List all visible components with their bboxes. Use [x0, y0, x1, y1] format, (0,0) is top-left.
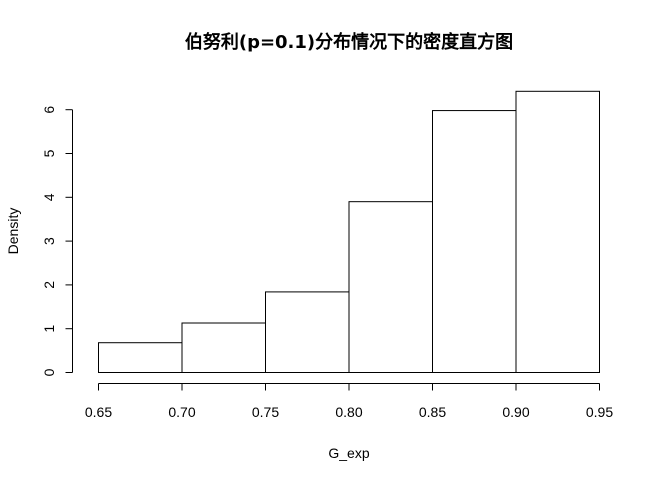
histogram-bar [98, 342, 183, 374]
x-tick-label: 0.90 [502, 404, 529, 420]
y-axis-label: Density [5, 208, 21, 255]
x-tick-label: 0.70 [168, 404, 195, 420]
histogram-bar [265, 291, 350, 373]
y-tick-label: 6 [41, 106, 57, 114]
x-tick-label: 0.80 [335, 404, 362, 420]
y-tick-label: 0 [41, 368, 57, 376]
x-tick-label: 0.75 [252, 404, 279, 420]
x-tick-label: 0.85 [419, 404, 446, 420]
y-tick-label: 3 [41, 237, 57, 245]
chart-title: 伯努利(p=0.1)分布情况下的密度直方图 [185, 31, 513, 53]
bars-group [98, 90, 600, 374]
x-tick-label: 0.65 [85, 404, 112, 420]
histogram-bar [515, 90, 600, 374]
y-tick-label: 2 [41, 281, 57, 289]
histogram-bar [432, 110, 517, 374]
x-axis: 0.65 0.70 0.75 0.80 0.85 0.90 0.95 [85, 383, 613, 420]
histogram-bar [348, 201, 433, 373]
x-axis-label: G_exp [328, 445, 369, 461]
y-tick-label: 5 [41, 149, 57, 157]
y-axis: 0 1 2 3 4 5 6 [41, 106, 73, 376]
x-tick-label: 0.95 [586, 404, 613, 420]
y-tick-label: 1 [41, 325, 57, 333]
histogram-bar [181, 322, 266, 374]
y-tick-label: 4 [41, 193, 57, 201]
